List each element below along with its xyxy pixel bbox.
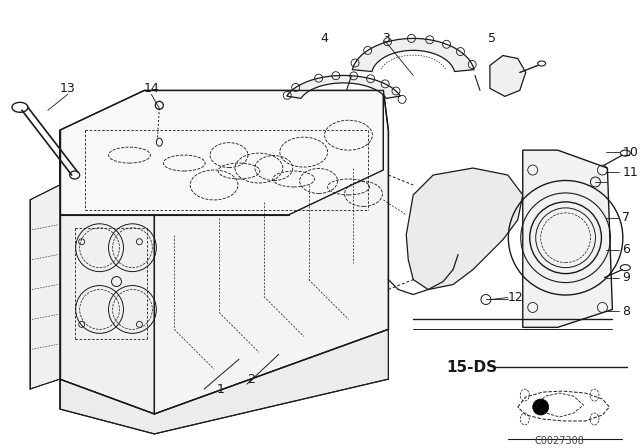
Polygon shape bbox=[30, 185, 60, 389]
Polygon shape bbox=[406, 168, 523, 289]
Polygon shape bbox=[490, 56, 525, 96]
Text: 9: 9 bbox=[622, 271, 630, 284]
Text: 5: 5 bbox=[488, 32, 496, 45]
Text: 8: 8 bbox=[622, 305, 630, 318]
Polygon shape bbox=[154, 90, 388, 414]
Polygon shape bbox=[60, 90, 383, 215]
Polygon shape bbox=[60, 329, 388, 434]
Text: 15-DS: 15-DS bbox=[446, 360, 497, 375]
Text: 13: 13 bbox=[60, 82, 76, 95]
Text: 12: 12 bbox=[508, 291, 524, 304]
Text: 4: 4 bbox=[321, 32, 328, 45]
Ellipse shape bbox=[532, 399, 548, 415]
Text: 11: 11 bbox=[622, 165, 638, 179]
Text: 3: 3 bbox=[383, 32, 390, 45]
Text: 2: 2 bbox=[247, 373, 255, 386]
Polygon shape bbox=[352, 39, 474, 72]
Text: 7: 7 bbox=[622, 211, 630, 224]
Polygon shape bbox=[60, 130, 154, 414]
Text: 1: 1 bbox=[217, 383, 225, 396]
Text: 14: 14 bbox=[143, 82, 159, 95]
Text: 10: 10 bbox=[622, 146, 638, 159]
Polygon shape bbox=[523, 150, 612, 327]
Text: 6: 6 bbox=[622, 243, 630, 256]
Text: C0027308: C0027308 bbox=[534, 436, 584, 446]
Polygon shape bbox=[287, 75, 401, 99]
